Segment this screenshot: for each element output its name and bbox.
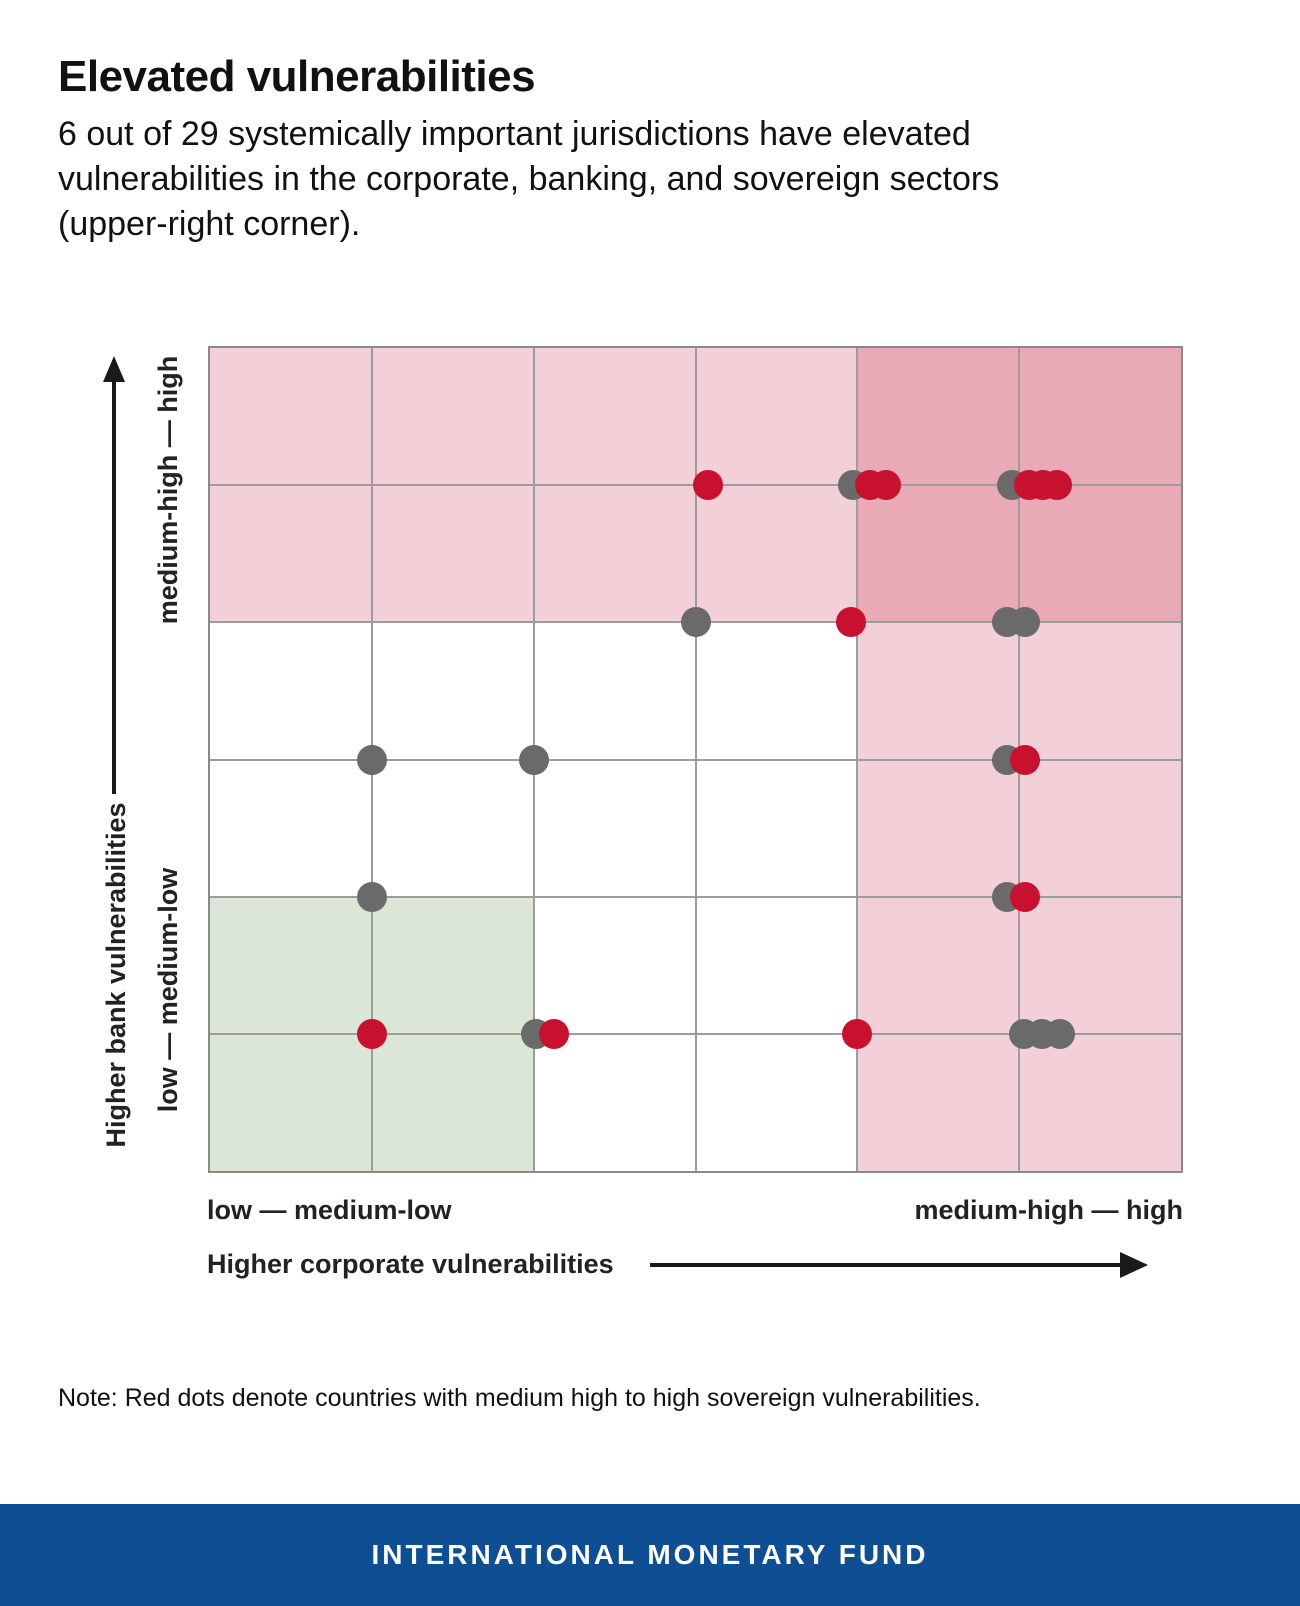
page-subtitle: 6 out of 29 systemically important juris… [58,112,999,247]
data-point-gray [1045,1018,1076,1049]
x-axis-arrow [650,1263,1122,1267]
data-point-red [842,1018,873,1049]
gridline-horizontal [210,758,1181,761]
subtitle-line: 6 out of 29 systemically important juris… [58,115,971,153]
data-point-red [692,470,723,501]
x-axis-label: Higher corporate vulnerabilities [207,1249,614,1279]
subtitle-line: (upper-right corner). [58,205,361,243]
page-title: Elevated vulnerabilities [58,52,536,101]
y-axis-arrow [112,382,116,794]
data-point-red [1042,470,1073,501]
data-point-red [1010,744,1041,775]
data-point-red [356,1018,387,1049]
footer-bar: INTERNATIONAL MONETARY FUND [0,1504,1300,1606]
data-point-red [1010,881,1041,912]
gridline-horizontal [210,1032,1181,1035]
data-point-red [836,607,867,638]
chart-plot [208,346,1183,1173]
y-axis-arrowhead-icon [103,356,125,382]
y-axis-label: Higher bank vulnerabilities [101,802,131,1148]
data-point-gray [680,607,711,638]
data-point-gray [1010,607,1041,638]
y-tick-label-low: low — medium-low [153,867,183,1113]
y-tick-label-high: medium-high — high [153,355,183,625]
data-point-gray [356,744,387,775]
data-point-gray [518,744,549,775]
data-point-red [538,1018,569,1049]
gridline-horizontal [210,895,1181,898]
x-tick-label-high: medium-high — high [914,1195,1183,1225]
chart-note: Note: Red dots denote countries with med… [58,1384,981,1412]
data-point-gray [356,881,387,912]
data-point-red [871,470,902,501]
x-axis-arrowhead-icon [1120,1252,1148,1278]
x-tick-label-low: low — medium-low [207,1195,452,1225]
footer-title: INTERNATIONAL MONETARY FUND [371,1539,929,1570]
subtitle-line: vulnerabilities in the corporate, bankin… [58,160,1000,198]
